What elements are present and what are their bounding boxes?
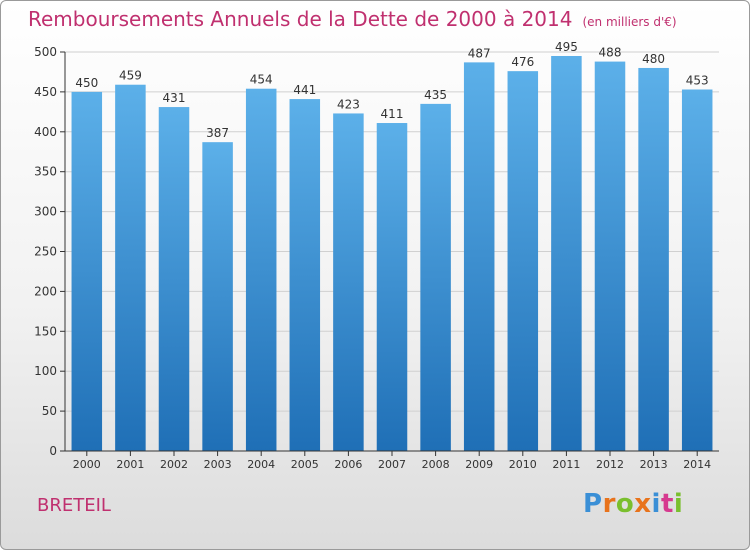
location-label: BRETEIL	[37, 495, 111, 516]
bar	[463, 62, 495, 452]
bar	[594, 61, 626, 452]
data-label: 476	[511, 55, 534, 69]
x-tick-label: 2000	[73, 458, 101, 471]
x-tick-label: 2005	[291, 458, 319, 471]
data-label: 411	[381, 107, 404, 121]
y-tick-label: 50	[42, 404, 57, 418]
x-tick-label: 2013	[640, 458, 668, 471]
chart-title-block: Remboursements Annuels de la Dette de 20…	[28, 7, 677, 31]
logo-letter: t	[660, 489, 674, 519]
chart-unit-subtitle: (en milliers d'€)	[582, 15, 677, 29]
bar	[333, 113, 364, 452]
bar	[507, 71, 539, 451]
bar	[376, 123, 408, 451]
proxiti-logo: Proxiti	[583, 489, 683, 519]
x-tick-label: 2003	[204, 458, 232, 471]
x-tick-label: 2009	[465, 458, 493, 471]
data-label: 487	[468, 46, 491, 60]
data-label: 459	[119, 69, 142, 83]
data-label: 488	[599, 46, 622, 60]
y-tick-label: 400	[34, 125, 57, 139]
x-tick-label: 2006	[334, 458, 362, 471]
bar	[638, 67, 669, 452]
bars	[71, 55, 713, 452]
bar	[202, 142, 233, 451]
logo-letter: o	[615, 489, 635, 519]
logo-letter: x	[634, 489, 652, 519]
logo-letter: i	[673, 489, 684, 519]
x-tick-label: 2004	[247, 458, 275, 471]
y-tick-label: 350	[34, 165, 57, 179]
x-tick-label: 2012	[596, 458, 624, 471]
y-tick-label: 150	[34, 324, 57, 338]
bar	[289, 99, 321, 451]
x-tick-label: 2014	[683, 458, 711, 471]
axes: 0 50 100 150 200 250 300 350 400 450 500 2000 2001 20…	[34, 45, 719, 471]
bar	[71, 91, 103, 452]
y-tick-label: 250	[34, 245, 57, 259]
y-tick-label: 450	[34, 85, 57, 99]
data-label: 450	[75, 76, 98, 90]
bar	[245, 88, 277, 451]
chart-title: Remboursements Annuels de la Dette de 20…	[28, 7, 573, 31]
data-label: 453	[686, 74, 709, 88]
bar	[158, 107, 190, 451]
data-label: 387	[206, 126, 229, 140]
data-labels: 450 459 431 387 454 441 423 411 435 487 476 495 488 4…	[75, 40, 708, 140]
bar	[551, 55, 582, 452]
x-tick-label: 2010	[509, 458, 537, 471]
logo-letter: i	[651, 489, 661, 519]
y-tick-label: 200	[34, 284, 57, 298]
bar	[681, 89, 713, 452]
bar	[420, 103, 451, 452]
data-label: 480	[642, 52, 665, 66]
y-tick-label: 300	[34, 205, 57, 219]
bar	[115, 84, 146, 451]
data-label: 431	[163, 91, 186, 105]
x-tick-label: 2008	[422, 458, 450, 471]
data-label: 441	[293, 83, 316, 97]
data-label: 495	[555, 40, 578, 54]
x-tick-label: 2007	[378, 458, 406, 471]
y-tick-label: 0	[49, 444, 57, 458]
data-label: 435	[424, 88, 447, 102]
x-tick-label: 2001	[116, 458, 144, 471]
data-label: 423	[337, 97, 360, 111]
data-label: 454	[250, 73, 273, 87]
x-tick-label: 2002	[160, 458, 188, 471]
y-tick-label: 500	[34, 45, 57, 59]
logo-letter: P	[583, 489, 603, 519]
logo-letter: r	[602, 489, 616, 519]
x-tick-label: 2011	[552, 458, 580, 471]
y-tick-label: 100	[34, 364, 57, 378]
